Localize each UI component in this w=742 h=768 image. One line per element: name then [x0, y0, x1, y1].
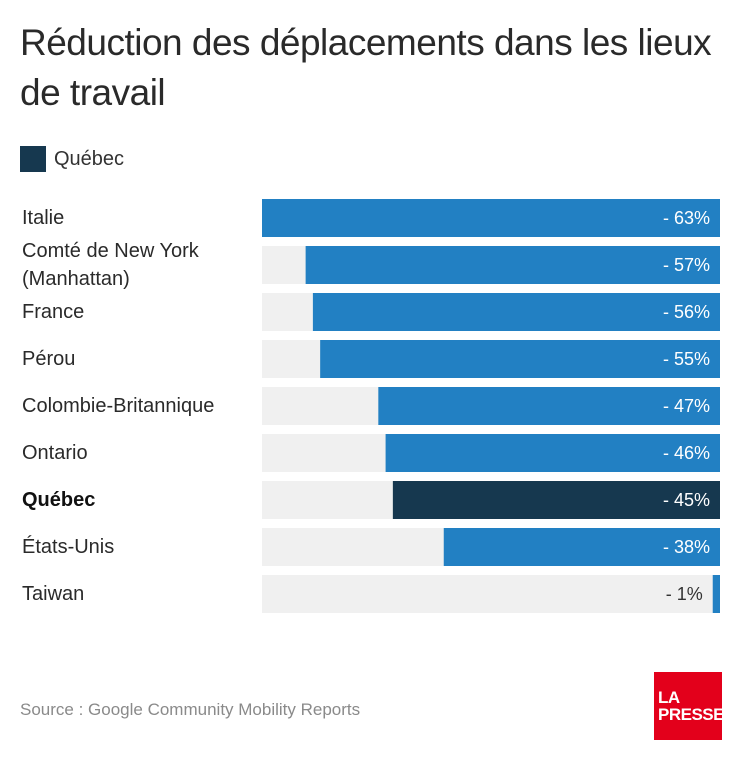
source-note: Source : Google Community Mobility Repor…: [20, 700, 361, 719]
bar: [312, 293, 720, 331]
value-label: - 47%: [663, 396, 710, 416]
legend-swatch: [20, 146, 46, 172]
bar: [305, 246, 720, 284]
value-label: - 57%: [663, 255, 710, 275]
value-label: - 63%: [663, 208, 710, 228]
value-label: - 55%: [663, 349, 710, 369]
value-label: - 1%: [666, 584, 703, 604]
bar-chart: - 63% - 57% - 56% - 55% - 47% - 46% - 45% - 38%…: [262, 199, 720, 613]
value-label: - 46%: [663, 443, 710, 463]
bar: [262, 199, 720, 237]
legend-label: Québec: [54, 147, 125, 170]
bar: [385, 434, 720, 472]
legend: Québec: [20, 145, 124, 173]
value-label: - 38%: [663, 537, 710, 557]
bar: [712, 575, 720, 613]
value-label: - 56%: [663, 302, 710, 322]
bar: [392, 481, 720, 519]
value-label: - 45%: [663, 490, 710, 510]
chart-title: Réduction des déplacements dans les lieu…: [20, 22, 712, 113]
logo-line-2: PRESSE: [658, 705, 724, 724]
bar: [320, 340, 720, 378]
logo-line-1: LA: [658, 688, 680, 707]
bar: [378, 387, 720, 425]
bar-track: [262, 575, 720, 613]
la-presse-logo[interactable]: LA PRESSE: [654, 672, 724, 740]
bar: [443, 528, 720, 566]
